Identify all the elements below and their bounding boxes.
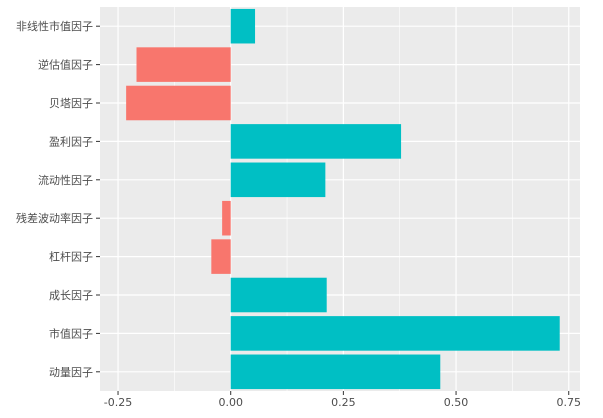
x-tick-label: 0.75 xyxy=(556,396,581,409)
x-tick-label: 0.50 xyxy=(444,396,469,409)
bar-1 xyxy=(230,354,441,390)
bar-4 xyxy=(211,239,231,274)
bar-3 xyxy=(230,277,327,313)
y-tick-label: 流动性因子 xyxy=(38,173,93,187)
y-tick-label: 杠杆因子 xyxy=(49,250,93,264)
bars xyxy=(126,8,560,390)
y-tick-label: 逆估值因子 xyxy=(38,58,93,72)
y-tick-label: 残差波动率因子 xyxy=(16,211,93,225)
y-tick-label: 非线性市值因子 xyxy=(16,19,93,33)
x-tick-label: 0.00 xyxy=(218,396,243,409)
y-tick-label: 成长因子 xyxy=(49,289,93,302)
bar-6 xyxy=(230,162,326,198)
bar-8 xyxy=(126,85,231,121)
y-tick-label: 贝塔因子 xyxy=(49,97,93,110)
bar-2 xyxy=(230,316,560,351)
y-tick-label: 动量因子 xyxy=(49,366,93,379)
bar-7 xyxy=(230,124,402,159)
x-tick-label: 0.25 xyxy=(331,396,356,409)
bar-9 xyxy=(136,47,231,82)
bar-5 xyxy=(222,200,231,236)
bar-10 xyxy=(230,8,256,44)
x-tick-label: -0.25 xyxy=(104,396,132,409)
y-axis: 动量因子 市值因子 成长因子 杠杆因子 残差波动率因子 流动性因子 盈利因子 贝塔因子 逆估值因… xyxy=(16,19,100,379)
y-tick-label: 盈利因子 xyxy=(49,135,93,148)
x-axis: -0.25 0.00 0.25 0.50 0.75 xyxy=(104,391,581,409)
y-tick-label: 市值因子 xyxy=(49,326,93,340)
